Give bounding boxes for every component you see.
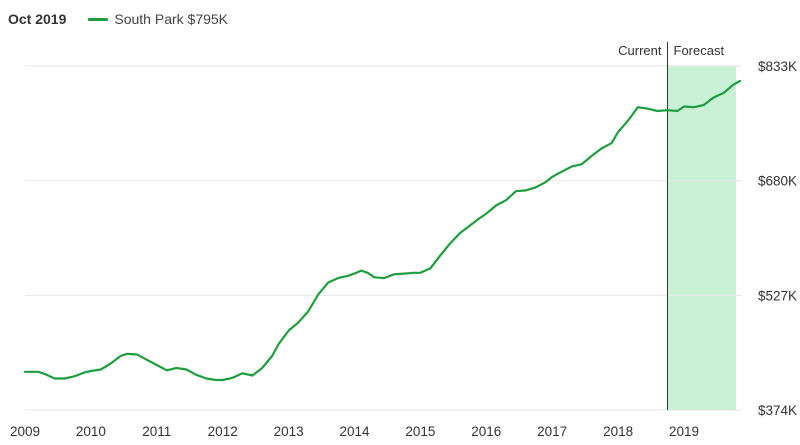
x-tick-label: 2012	[208, 424, 238, 439]
x-tick-label: 2014	[339, 424, 370, 439]
y-tick-label: $374K	[758, 403, 797, 418]
date-label: Oct 2019	[8, 11, 67, 27]
y-tick-label: $680K	[758, 174, 797, 189]
legend[interactable]: South Park $795K	[88, 11, 228, 27]
x-tick-label: 2016	[471, 424, 501, 439]
chart-header: Oct 2019 South Park $795K	[8, 9, 228, 29]
x-tick-label: 2009	[10, 424, 40, 439]
forecast-region	[667, 66, 736, 410]
current-label: Current	[618, 43, 662, 58]
series-line-south-park[interactable]	[23, 79, 742, 382]
forecast-label: Forecast	[674, 43, 725, 58]
y-tick-label: $833K	[758, 59, 797, 74]
legend-swatch	[88, 17, 109, 21]
x-tick-label: 2010	[76, 424, 106, 439]
x-tick-label: 2017	[537, 424, 567, 439]
x-tick-label: 2019	[669, 424, 699, 439]
x-tick-label: 2015	[405, 424, 435, 439]
x-tick-label: 2013	[274, 424, 304, 439]
x-tick-label: 2011	[142, 424, 171, 439]
y-tick-label: $527K	[758, 288, 797, 303]
x-tick-label: 2018	[603, 424, 633, 439]
legend-label: South Park $795K	[114, 11, 229, 27]
